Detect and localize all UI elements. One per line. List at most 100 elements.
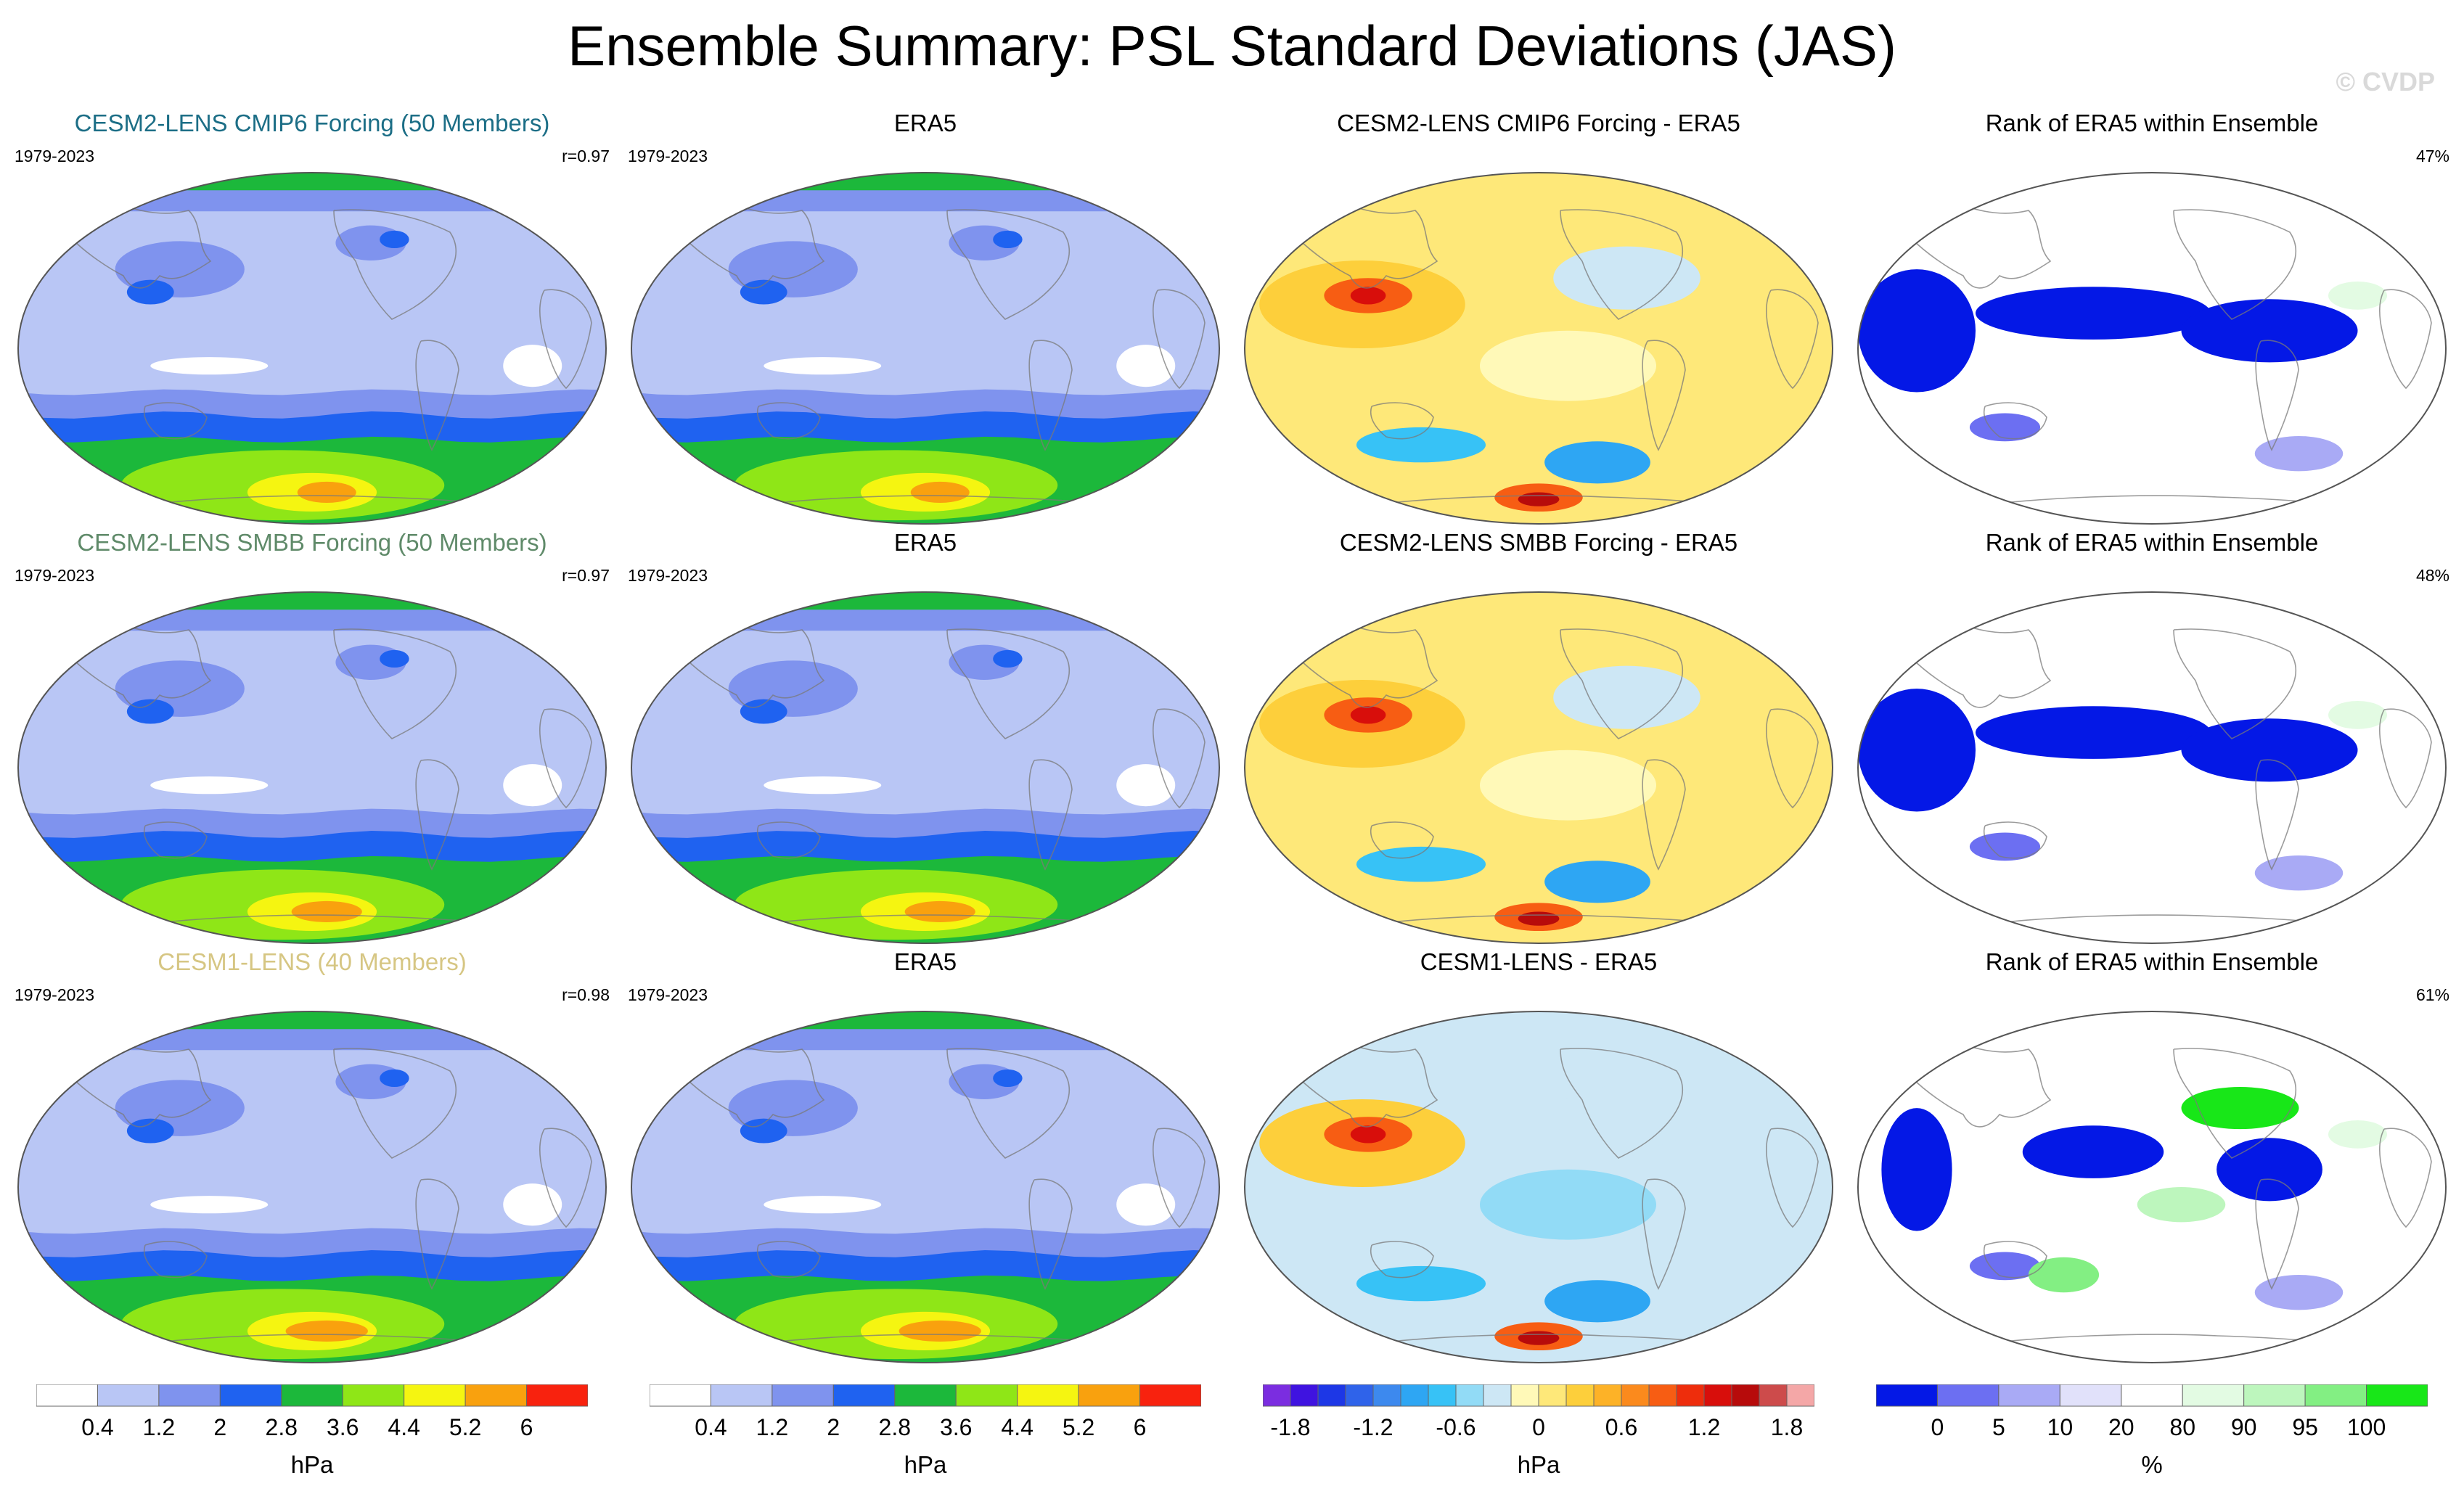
field-neg-2 (1356, 846, 1486, 882)
coastline-3 (1028, 1178, 1073, 1290)
map-obs (631, 591, 1220, 944)
colorbar-swatch (1290, 1384, 1319, 1407)
colorbar-units: hPa (290, 1451, 334, 1478)
field-east-min (1116, 1183, 1176, 1226)
coastline-2 (1560, 628, 1684, 739)
panel-rank-row3: Rank of ERA5 within Ensemble 61% (1854, 948, 2449, 1368)
field-pos-3 (1350, 706, 1386, 724)
field-pos-3 (1350, 287, 1386, 305)
map-obs (631, 172, 1220, 525)
colorbar-tick-label: 80 (2169, 1414, 2195, 1440)
map-model (17, 172, 607, 525)
colorbar-swatch (464, 1384, 528, 1407)
field-low-4 (1969, 413, 2041, 442)
colorbar-tick-label: 0 (1532, 1414, 1545, 1440)
coastline-2 (1560, 1048, 1684, 1159)
panel-rank-row2: Rank of ERA5 within Ensemble 48% (1854, 528, 2449, 949)
field-npac-core (740, 279, 787, 305)
colorbar-tick-label: 1.2 (756, 1414, 788, 1440)
field-high-1 (2328, 282, 2387, 310)
model-title: CESM1-LENS (40 Members) (157, 948, 467, 975)
field-neg-1 (1553, 246, 1700, 310)
coastline-3 (415, 759, 459, 871)
field-tropic-min (150, 1196, 269, 1214)
colorbar-swatch (1139, 1384, 1201, 1407)
obs-period: 1979-2023 (628, 566, 708, 585)
coastline-4 (1765, 708, 1819, 809)
coastline-0 (72, 1034, 212, 1128)
coastline-3 (2255, 1178, 2299, 1290)
coastline-1 (757, 821, 821, 859)
field-natl-core (993, 649, 1023, 668)
colorbar-tick-label: 5.2 (1063, 1414, 1094, 1440)
obs-period: 1979-2023 (628, 985, 708, 1004)
colorbar-swatch (1510, 1384, 1539, 1407)
coastline-1 (144, 402, 208, 440)
colorbar-4: 0 5 10 20 80 90 95 100% (1876, 1384, 2428, 1486)
colorbar-swatch (526, 1384, 588, 1407)
field-so-max (291, 900, 362, 922)
colorbar-swatch (1876, 1384, 1938, 1407)
colorbar-swatch (1538, 1384, 1567, 1407)
map-rank (1857, 1011, 2447, 1363)
colorbar-swatch (2366, 1384, 2428, 1407)
coastline-0 (1912, 615, 2052, 708)
colorbar-tick-label: 4.4 (388, 1414, 419, 1440)
colorbar-swatch (219, 1384, 282, 1407)
field-arctic-high (18, 173, 606, 191)
map-diff (1244, 172, 1833, 525)
field-neg-2 (1356, 427, 1486, 463)
field-pos-5 (1518, 911, 1560, 926)
coastline-2 (333, 209, 457, 320)
colorbar-units: % (2141, 1451, 2163, 1478)
colorbar-swatch (1017, 1384, 1079, 1407)
colorbar-swatch (1731, 1384, 1760, 1407)
field-natl-core (380, 1069, 409, 1088)
obs-title: ERA5 (893, 529, 957, 556)
field-low-4 (1969, 832, 2041, 861)
field-low-2 (2022, 1125, 2164, 1178)
colorbar-tick-label: 10 (2047, 1414, 2074, 1440)
model-title: CESM2-LENS SMBB Forcing (50 Members) (77, 529, 547, 556)
field-low-1 (1881, 1108, 1952, 1231)
colorbar-swatch (281, 1384, 343, 1407)
map-outline (17, 172, 607, 525)
coastline-1 (1984, 1241, 2047, 1278)
map-outline (1244, 1011, 1833, 1363)
colorbar-tick-label: 2.8 (266, 1414, 298, 1440)
coastline-0 (72, 195, 212, 289)
field-low-3 (2181, 299, 2358, 363)
colorbar-swatch (1786, 1384, 1814, 1407)
coastline-1 (1370, 821, 1434, 859)
colorbar-swatch (1676, 1384, 1705, 1407)
field-tropic-min (764, 1196, 882, 1214)
colorbar-tick-label: 0.6 (1605, 1414, 1637, 1440)
field-npac-core (740, 699, 787, 724)
obs-title: ERA5 (893, 948, 957, 975)
colorbar-tick-label: 4.4 (1001, 1414, 1033, 1440)
coastline-3 (1642, 340, 1686, 451)
coastlines (1912, 615, 2432, 932)
field-neg-1 (1553, 665, 1700, 729)
panel-obs-row3: ERA5 1979-2023 (628, 948, 1223, 1368)
colorbar-swatch (1345, 1384, 1374, 1407)
colorbar-tick-label: 2 (827, 1414, 840, 1440)
coastline-2 (2173, 209, 2297, 320)
colorbar-tick-label: 0 (1931, 1414, 1944, 1440)
field-pos-5 (1518, 492, 1560, 506)
colorbar-swatch (832, 1384, 896, 1407)
diff-title: CESM2-LENS CMIP6 Forcing - ERA5 (1337, 110, 1740, 136)
coastline-3 (1028, 340, 1073, 451)
colorbar-1: 0.4 1.2 2 2.8 3.6 4.4 5.2 6 hPa (36, 1384, 588, 1486)
coastline-4 (2378, 708, 2432, 809)
colorbar-tick-label: -1.8 (1270, 1414, 1310, 1440)
colorbar-swatch (404, 1384, 466, 1407)
colorbar-tick-label: 2 (213, 1414, 226, 1440)
colorbar-swatch (1078, 1384, 1141, 1407)
coastline-4 (1765, 289, 1819, 390)
field-east-min (503, 345, 562, 387)
colorbar-swatch (1428, 1384, 1457, 1407)
coastline-4 (539, 289, 592, 390)
coastline-3 (415, 1178, 459, 1290)
